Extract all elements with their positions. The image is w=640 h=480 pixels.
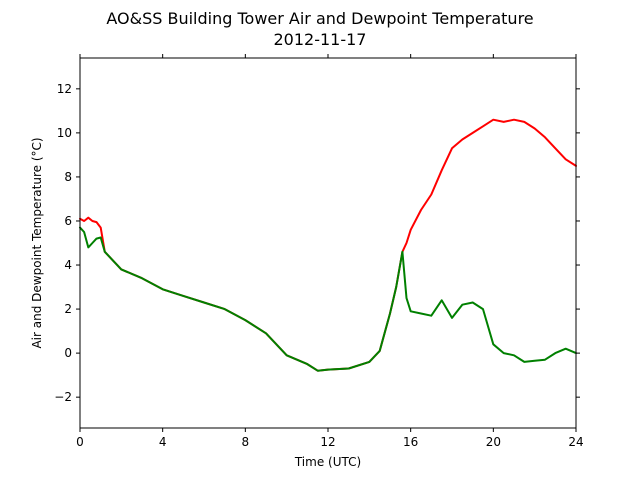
y-tick-label: 8 [64,170,72,184]
x-tick-label: 24 [568,435,583,449]
x-tick-label: 8 [242,435,250,449]
x-tick-label: 12 [320,435,335,449]
y-tick-label: 2 [64,302,72,316]
y-tick-label: 10 [57,126,72,140]
y-tick-label: 4 [64,258,72,272]
x-axis-label: Time (UTC) [294,455,361,469]
x-tick-label: 20 [486,435,501,449]
y-tick-label: 6 [64,214,72,228]
x-tick-label: 0 [76,435,84,449]
chart-subtitle: 2012-11-17 [274,30,367,49]
y-axis-label: Air and Dewpoint Temperature (°C) [30,137,44,348]
y-tick-label: 0 [64,346,72,360]
x-tick-label: 16 [403,435,418,449]
y-tick-label: −2 [54,390,72,404]
air-temperature-line [79,118,577,372]
y-tick-label: 12 [57,82,72,96]
dewpoint-temperature-line [79,226,577,372]
chart-title: AO&SS Building Tower Air and Dewpoint Te… [106,9,533,28]
plot-frame [79,57,577,429]
series-layer [79,118,577,372]
x-tick-label: 4 [159,435,167,449]
